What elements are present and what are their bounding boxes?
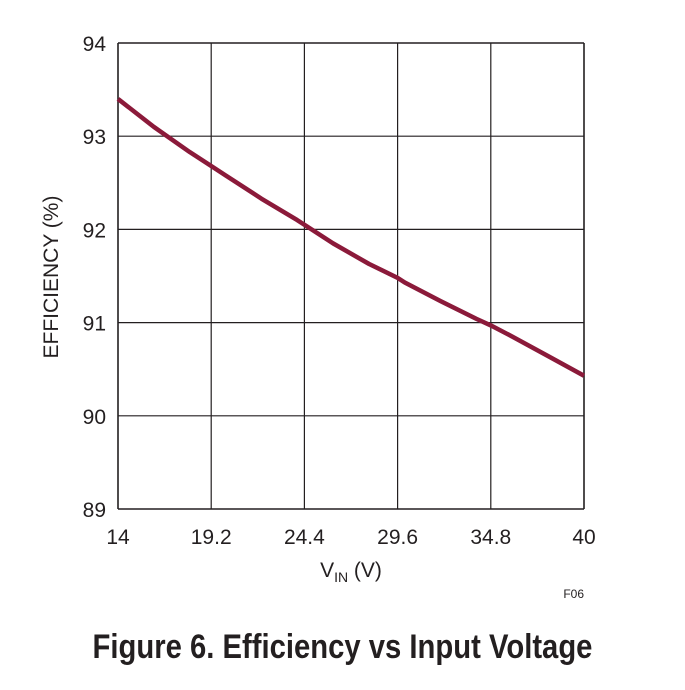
x-tick-label: 14 — [106, 526, 130, 549]
grid — [117, 42, 585, 510]
figure-caption: Figure 6. Efficiency vs Input Voltage — [92, 628, 593, 666]
x-tick-label: 34.8 — [470, 526, 511, 549]
y-tick-label: 90 — [83, 406, 106, 429]
y-tick-label: 92 — [83, 219, 106, 242]
efficiency-chart: 14 19.2 24.4 29.6 34.8 40 89 90 91 92 93 94 VIN (V… — [40, 33, 596, 601]
y-axis-label: EFFICIENCY (%) — [40, 196, 63, 359]
x-tick-label: 29.6 — [377, 526, 418, 549]
y-tick-label: 93 — [83, 126, 106, 149]
y-tick-label: 89 — [83, 499, 106, 522]
y-tick-labels: 89 90 91 92 93 94 — [83, 33, 107, 522]
y-tick-label: 91 — [83, 313, 106, 336]
x-tick-labels: 14 19.2 24.4 29.6 34.8 40 — [106, 526, 595, 549]
series-layer — [116, 97, 586, 378]
x-tick-label: 24.4 — [284, 526, 325, 549]
x-axis-label: VIN (V) — [320, 559, 382, 585]
x-tick-label: 19.2 — [191, 526, 232, 549]
figure-code: F06 — [563, 587, 584, 601]
x-tick-label: 40 — [572, 526, 595, 549]
efficiency-series-line — [116, 97, 586, 378]
y-tick-label: 94 — [83, 33, 107, 56]
